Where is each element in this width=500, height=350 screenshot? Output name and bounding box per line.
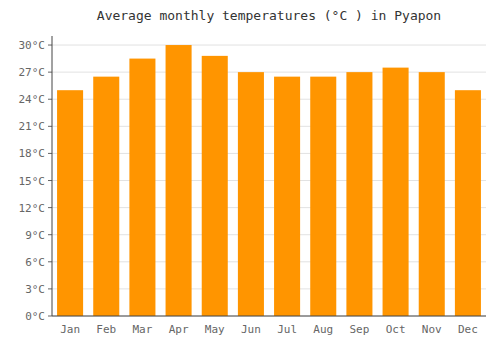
x-tick-label: Jul: [277, 323, 297, 336]
x-tick-label: Oct: [386, 323, 406, 336]
title: Average monthly temperatures (°C ) in Py…: [97, 8, 441, 23]
bar: [57, 90, 83, 316]
bar: [129, 59, 155, 316]
y-tick: [48, 153, 52, 154]
x-tick-label: Mar: [132, 323, 152, 336]
x-tick-label: Jan: [60, 323, 80, 336]
x-tick-label: Aug: [313, 323, 333, 336]
y-axis-line: [52, 36, 53, 316]
x-axis-line: [52, 316, 486, 317]
bar: [346, 72, 372, 316]
x-tick-label: May: [205, 323, 225, 336]
bar: [310, 77, 336, 316]
x-tick-label: Apr: [169, 323, 189, 336]
y-tick-label: 27°C: [19, 66, 46, 79]
x-tick-label: Sep: [349, 323, 369, 336]
bar: [419, 72, 445, 316]
y-tick: [48, 72, 52, 73]
y-tick: [48, 261, 52, 262]
y-tick: [48, 234, 52, 235]
y-tick-label: 30°C: [19, 39, 46, 52]
bar: [274, 77, 300, 316]
y-tick: [48, 99, 52, 100]
x-tick-label: Jun: [241, 323, 261, 336]
chart-svg: Average monthly temperatures (°C ) in Py…: [0, 0, 500, 350]
y-tick-label: 24°C: [19, 93, 46, 106]
x-tick-label: Nov: [422, 323, 442, 336]
bar: [202, 56, 228, 316]
grid-line: [52, 316, 486, 317]
y-tick-label: 18°C: [19, 147, 46, 160]
x-tick-label: Feb: [96, 323, 116, 336]
y-tick: [48, 207, 52, 208]
grid-line: [52, 45, 486, 46]
y-tick: [48, 288, 52, 289]
y-tick-label: 9°C: [25, 229, 45, 242]
y-tick: [48, 180, 52, 181]
bar: [238, 72, 264, 316]
x-tick-label: Dec: [458, 323, 478, 336]
y-tick-label: 0°C: [25, 310, 45, 323]
y-tick-label: 15°C: [19, 175, 46, 188]
y-tick-label: 6°C: [25, 256, 45, 269]
bar: [93, 77, 119, 316]
y-tick: [48, 126, 52, 127]
y-grid: [52, 45, 486, 316]
bar: [383, 68, 409, 316]
y-tick-label: 12°C: [19, 202, 46, 215]
bars: [57, 45, 481, 316]
y-tick: [48, 316, 52, 317]
bar: [455, 90, 481, 316]
bar: [166, 45, 192, 316]
y-tick-label: 3°C: [25, 283, 45, 296]
chart-container: Average monthly temperatures (°C ) in Py…: [0, 0, 500, 350]
y-tick-label: 21°C: [19, 120, 46, 133]
y-tick: [48, 45, 52, 46]
